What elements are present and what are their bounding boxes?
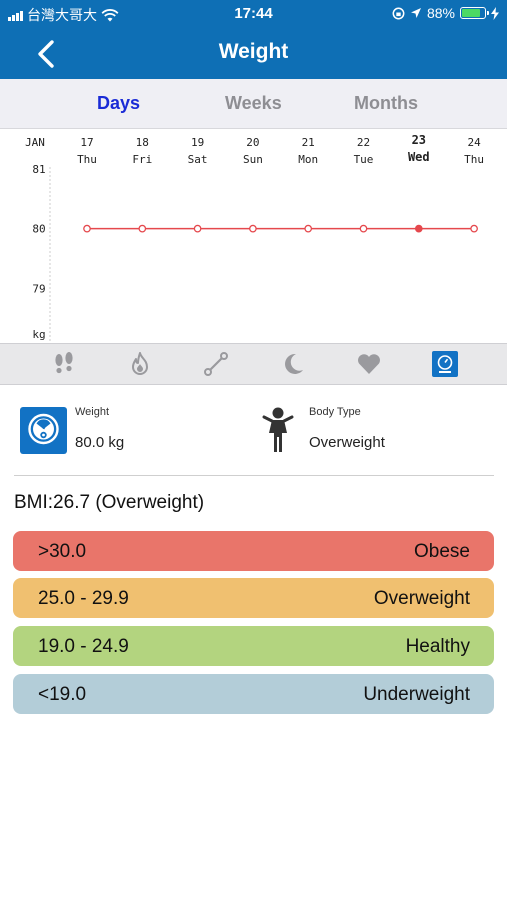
y-unit-label: kg [32, 328, 45, 341]
data-point [193, 224, 202, 233]
weight-label: Weight [75, 406, 110, 418]
month-label: JAN [25, 136, 45, 149]
x-tick-weekday: Mon [298, 153, 318, 166]
status-time: 17:44 [234, 5, 273, 22]
x-tick-day: 19 [191, 136, 204, 149]
signal-icon [8, 10, 23, 21]
bmi-band-underweight: <19.0 Underweight [13, 674, 494, 714]
tab-days[interactable]: Days [97, 93, 141, 113]
band-range: 25.0 - 29.9 [38, 588, 129, 609]
band-label: Overweight [373, 588, 470, 609]
location-icon [410, 8, 421, 18]
status-bar: 台灣大哥大 17:44 88% [0, 0, 507, 28]
x-tick-day: 22 [357, 136, 370, 149]
carrier-label: 台灣大哥大 [27, 7, 97, 23]
body-type-label: Body Type [309, 406, 361, 418]
battery-fill [462, 9, 481, 17]
x-tick-day: 21 [302, 136, 315, 149]
x-tick-weekday: Sat [188, 153, 208, 166]
navigation-bar: Weight [0, 28, 507, 79]
status-right: 88% [392, 5, 499, 21]
y-tick-label: 79 [32, 282, 45, 295]
carrier: 台灣大哥大 [8, 5, 119, 25]
scale-icon[interactable] [432, 351, 458, 377]
x-tick-day: 24 [467, 136, 481, 149]
x-tick-day: 18 [136, 136, 149, 149]
y-tick-label: 80 [32, 223, 45, 236]
band-label: Underweight [363, 684, 470, 705]
x-tick-weekday: Thu [77, 153, 97, 166]
category-bar [0, 343, 507, 385]
data-point [83, 224, 91, 233]
top-bar: 台灣大哥大 17:44 88% Weight [0, 0, 507, 79]
x-tick-day: 17 [80, 136, 93, 149]
tab-weeks[interactable]: Weeks [225, 93, 282, 113]
data-point [359, 224, 368, 233]
body-type-icon [262, 407, 294, 452]
data-point [304, 224, 313, 233]
page-title: Weight [218, 40, 289, 63]
band-label: Healthy [405, 636, 470, 657]
footsteps-icon[interactable] [51, 351, 77, 377]
band-range: 19.0 - 24.9 [38, 636, 129, 657]
data-point [470, 224, 478, 233]
heart-icon[interactable] [356, 351, 382, 377]
body-type-value: Overweight [309, 434, 385, 451]
weight-value: 80.0 kg [75, 434, 125, 451]
y-tick-label: 81 [32, 163, 45, 176]
battery-icon [460, 7, 489, 19]
distance-icon[interactable] [203, 351, 229, 377]
band-label: Obese [414, 541, 470, 562]
band-range: >30.0 [38, 541, 87, 562]
bmi-band-healthy: 19.0 - 24.9 Healthy [13, 626, 494, 666]
band-range: <19.0 [38, 684, 87, 705]
x-tick-day: 23 [412, 133, 426, 147]
x-tick-day: 20 [246, 136, 259, 149]
data-point [249, 224, 257, 233]
data-point [138, 224, 147, 233]
data-point [414, 224, 423, 233]
tab-months[interactable]: Months [354, 93, 418, 113]
bmi-result: BMI:26.7 (Overweight) [14, 492, 205, 513]
charging-icon [491, 6, 499, 20]
x-tick-weekday: Sun [243, 153, 263, 166]
x-tick-weekday: Thu [464, 153, 484, 166]
x-tick-weekday: Wed [408, 150, 430, 164]
bmi-band-overweight: 25.0 - 29.9 Overweight [13, 578, 494, 618]
moon-icon[interactable] [280, 351, 306, 377]
rotation-lock-icon [392, 7, 405, 19]
weight-chart[interactable]: JAN 81 80 79 kg 17 Thu 18 Fri 19 Sat 20 Sun 21 Mon 22 Tu… [0, 129, 507, 343]
period-tabs: Days Weeks Months [0, 79, 507, 129]
back-button[interactable] [32, 36, 62, 72]
bmi-band-obese: >30.0 Obese [13, 531, 494, 571]
weight-chart-svg: JAN 81 80 79 kg 17 Thu 18 Fri 19 Sat 20 Sun 21 Mon 22 Tu… [25, 133, 484, 341]
scale-icon [20, 407, 67, 454]
flame-icon[interactable] [127, 351, 153, 377]
x-tick-weekday: Tue [354, 153, 374, 166]
divider [14, 475, 494, 476]
x-tick-weekday: Fri [132, 153, 152, 166]
battery-percent: 88% [426, 5, 455, 21]
wifi-icon [101, 8, 119, 21]
